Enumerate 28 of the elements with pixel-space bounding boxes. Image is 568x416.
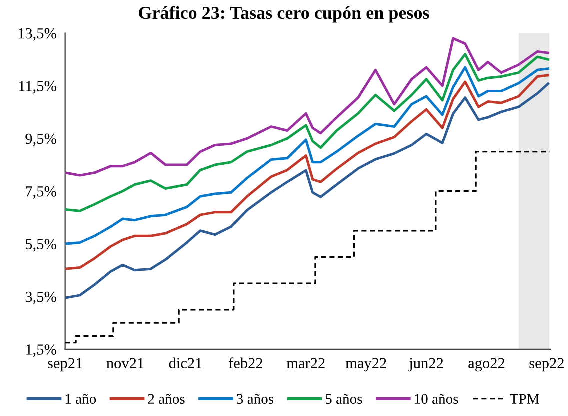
- line-series: [65, 74, 550, 270]
- line-series: [65, 82, 550, 300]
- y-tick-label: 5,5%: [26, 239, 56, 252]
- legend-label: 5 años: [326, 394, 362, 404]
- y-tick-label: 11,5%: [19, 81, 56, 94]
- x-tick-label: feb22: [229, 358, 262, 369]
- line-series: [65, 53, 550, 212]
- y-tick-label: 1,5%: [26, 344, 56, 358]
- chart-title: Gráfico 23: Tasas cero cupón en pesos: [139, 6, 430, 23]
- x-tick-label: ago22: [468, 358, 505, 372]
- x-tick-label: sep21: [48, 358, 82, 372]
- x-tick-label: sep22: [530, 358, 564, 372]
- x-tick-label: dic21: [169, 358, 202, 369]
- y-tick-label: 3,5%: [26, 292, 56, 304]
- legend-label: 1 año: [66, 394, 96, 404]
- line-series: [65, 66, 550, 246]
- y-tick-label: 13,5%: [18, 28, 56, 41]
- y-tick-label: 7,5%: [26, 186, 56, 200]
- x-tick-label: nov21: [106, 358, 144, 369]
- legend-label: 2 años: [148, 394, 185, 404]
- line-series: [65, 37, 550, 177]
- x-tick-label: jun22: [408, 358, 444, 372]
- legend-label: TPM: [510, 394, 540, 404]
- legend-label: 3 años: [237, 394, 274, 404]
- y-tick-label: 9,5%: [26, 134, 56, 146]
- x-tick-label: mar22: [286, 358, 325, 369]
- legend-label: 10 años: [415, 394, 458, 404]
- x-tick-label: may22: [346, 358, 386, 372]
